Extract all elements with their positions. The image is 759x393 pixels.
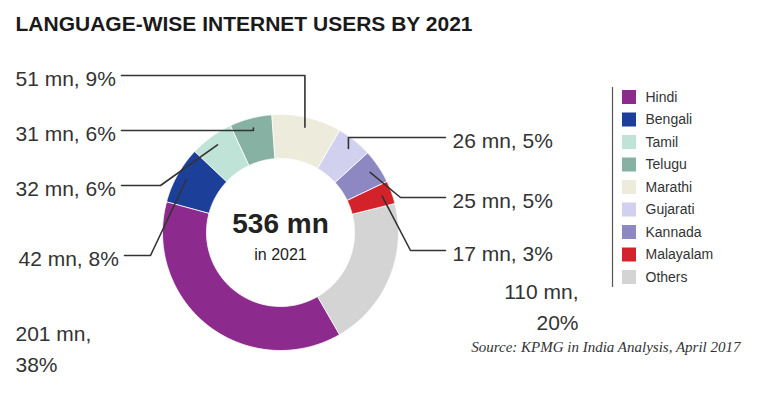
svg-text:Bengali: Bengali: [646, 111, 693, 127]
svg-text:32 mn, 6%: 32 mn, 6%: [16, 177, 116, 200]
svg-text:Hindi: Hindi: [646, 89, 678, 105]
svg-text:in 2021: in 2021: [254, 246, 307, 263]
svg-text:LANGUAGE-WISE INTERNET USERS B: LANGUAGE-WISE INTERNET USERS BY 2021: [16, 12, 473, 35]
svg-text:110 mn,20%: 110 mn,20%: [504, 280, 578, 335]
svg-text:Gujarati: Gujarati: [646, 201, 695, 217]
svg-text:31 mn, 6%: 31 mn, 6%: [16, 122, 116, 145]
svg-text:Others: Others: [646, 269, 688, 285]
svg-text:25 mn, 5%: 25 mn, 5%: [453, 189, 553, 212]
svg-text:42 mn, 8%: 42 mn, 8%: [19, 247, 119, 270]
svg-text:26 mn, 5%: 26 mn, 5%: [453, 129, 553, 152]
svg-text:201 mn,38%: 201 mn,38%: [16, 322, 92, 377]
svg-text:Marathi: Marathi: [646, 179, 693, 195]
svg-text:536 mn: 536 mn: [232, 208, 329, 239]
svg-text:Malayalam: Malayalam: [646, 246, 714, 262]
svg-text:Tamil: Tamil: [646, 134, 679, 150]
svg-text:17 mn, 3%: 17 mn, 3%: [453, 242, 553, 265]
svg-text:Kannada: Kannada: [646, 224, 702, 240]
svg-text:Telugu: Telugu: [646, 156, 687, 172]
svg-text:51 mn, 9%: 51 mn, 9%: [16, 67, 116, 90]
svg-text:Source: KPMG in India Analysis: Source: KPMG in India Analysis, April 20…: [471, 339, 742, 355]
